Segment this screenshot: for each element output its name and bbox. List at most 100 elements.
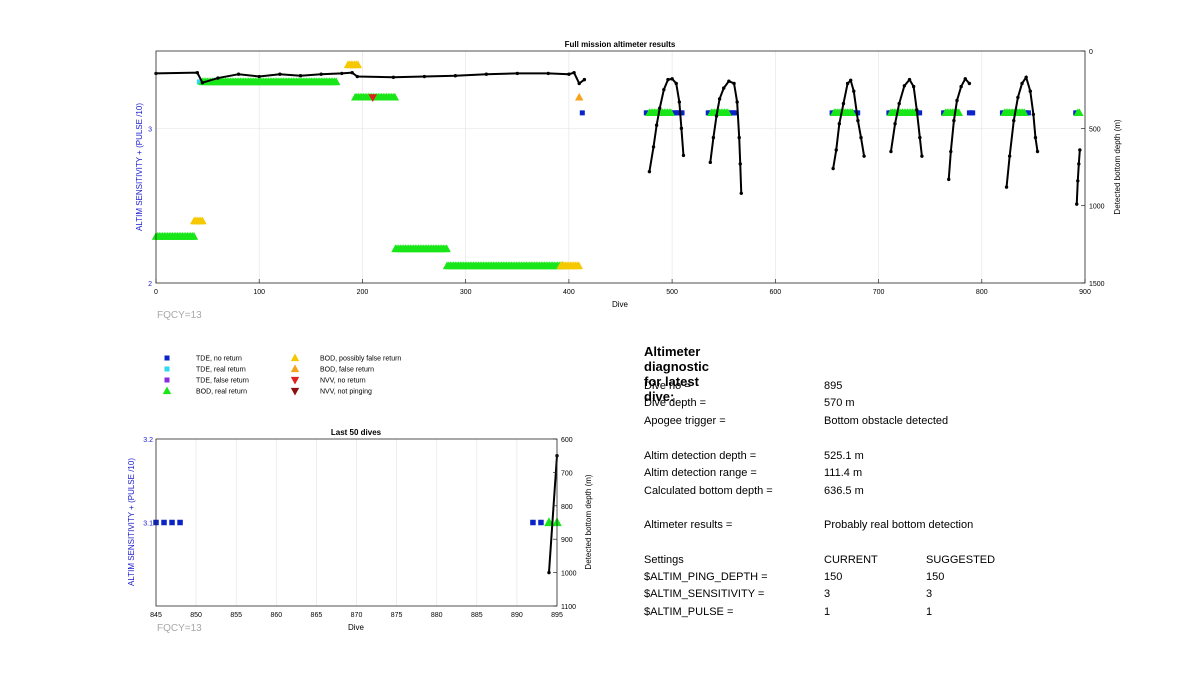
legend-tde-false-return-marker xyxy=(164,377,170,383)
ping-depth-label: $ALTIM_PING_DEPTH = xyxy=(644,571,768,583)
legend-nvv-no-return-marker xyxy=(290,376,300,385)
detected-bottom-depth-point xyxy=(1076,179,1080,183)
main-chart-fqcy-note: FQCY=13 xyxy=(157,310,202,321)
main-chart-ylabel-left: ALTIM SENSITIVITY + (PULSE /10) xyxy=(135,103,144,231)
tde-no-return-marker xyxy=(1025,110,1031,116)
small-chart-grid xyxy=(155,439,558,606)
detected-bottom-depth-point xyxy=(278,72,282,76)
tde-no-return-marker xyxy=(161,519,167,526)
detected-bottom-depth-point xyxy=(195,70,199,75)
small-y-right-tick-label: 1000 xyxy=(561,571,577,578)
main-chart-frame xyxy=(155,50,1086,284)
small-y-right-tick-label: 700 xyxy=(561,470,573,477)
apogee-trigger-value: Bottom obstacle detected xyxy=(824,415,949,427)
detected-bottom-depth-point xyxy=(236,72,241,76)
detected-bottom-depth-point xyxy=(907,77,912,82)
small-chart-ylabel-right: Detected bottom depth (m) xyxy=(584,474,593,569)
small-chart-xlabel: Dive xyxy=(348,623,365,632)
detected-bottom-depth-point xyxy=(572,70,576,75)
legend: TDE, no return TDE, real return TDE, false… xyxy=(162,353,401,396)
altim-detection-range-value: 111.4 m xyxy=(824,467,863,479)
detected-bottom-depth-point xyxy=(577,81,581,86)
nvv-no-return-marker xyxy=(368,94,377,102)
detected-bottom-depth-point xyxy=(200,81,205,85)
detected-bottom-depth-point xyxy=(654,123,659,127)
legend-bod-possibly-false-return-label: BOD, possibly false return xyxy=(320,356,401,363)
small-x-tick-label: 890 xyxy=(511,612,523,619)
detected-bottom-depth-point xyxy=(1033,135,1038,140)
detected-bottom-depth-point xyxy=(515,71,519,76)
main-chart-title: Full mission altimeter results xyxy=(565,40,676,49)
main-x-tick-label: 600 xyxy=(769,289,781,296)
apogee-trigger-label: Apogee trigger = xyxy=(644,415,726,427)
dive-depth-value: 570 m xyxy=(824,397,855,409)
sensitivity-suggested: 3 xyxy=(926,588,933,600)
main-y-left-tick-label: 3 xyxy=(148,126,152,133)
dive-depth-label: Dive depth = xyxy=(644,397,707,409)
small-y-right-tick-label: 900 xyxy=(561,537,573,544)
small-x-tick-label: 875 xyxy=(391,612,403,619)
tde-no-return-marker xyxy=(579,110,585,116)
detected-bottom-depth-point xyxy=(859,135,863,140)
detected-bottom-depth-point xyxy=(670,77,674,81)
detected-bottom-depth-point xyxy=(662,87,666,92)
tde-no-return-marker xyxy=(917,110,923,116)
bod-real-return-marker xyxy=(909,108,919,117)
altim-detection-depth-label: Altim detection depth = xyxy=(644,450,757,462)
detected-bottom-depth-point xyxy=(727,79,731,83)
main-chart-marks xyxy=(151,60,1084,270)
detected-bottom-depth-point xyxy=(856,118,860,123)
small-chart-frame xyxy=(155,438,558,607)
bod-possibly-false-return-marker xyxy=(198,216,207,225)
detected-bottom-depth-point xyxy=(915,108,919,112)
pulse-current: 1 xyxy=(824,606,831,618)
small-chart-ylabel-left: ALTIM SENSITIVITY + (PULSE /10) xyxy=(127,458,136,586)
detected-bottom-depth-point xyxy=(547,570,551,575)
main-y-left-tick-label: 2 xyxy=(148,281,152,288)
diagnostic-title: Altimeter diagnostic for latest dive: xyxy=(644,344,710,404)
detected-bottom-depth-point xyxy=(967,81,972,86)
legend-tde-no-return-label: TDE, no return xyxy=(196,356,242,363)
detected-bottom-depth-line xyxy=(1075,149,1081,205)
main-chart-xlabel: Dive xyxy=(612,300,629,309)
small-chart-ticks: 845 850 855 860 865 870 875 880 885 890 895 3.1 3.2 6… xyxy=(143,437,576,619)
tde-no-return-marker xyxy=(530,519,536,526)
detected-bottom-depth-line xyxy=(547,455,558,573)
main-x-tick-label: 300 xyxy=(460,289,472,296)
bod-possibly-false-return-marker xyxy=(353,60,363,69)
detected-bottom-depth-point xyxy=(1077,162,1081,166)
detected-bottom-depth-point xyxy=(674,81,678,86)
bod-real-return-marker xyxy=(666,108,676,117)
detected-bottom-depth-point xyxy=(911,84,916,89)
detected-bottom-depth-line xyxy=(832,78,866,169)
calculated-bottom-depth-value: 636.5 m xyxy=(824,485,864,497)
small-chart-marks xyxy=(153,454,562,575)
legend-nvv-not-pinging-label: NVV, not pinging xyxy=(320,389,372,396)
bod-false-return-marker xyxy=(575,92,584,101)
main-y-right-tick-label: 0 xyxy=(1089,49,1093,56)
detected-bottom-depth-point xyxy=(834,148,838,152)
detected-bottom-depth-point xyxy=(666,77,670,82)
bod-real-return-marker xyxy=(1020,108,1029,117)
detected-bottom-depth-point xyxy=(298,74,303,78)
detected-bottom-depth-point xyxy=(1028,89,1032,93)
detected-bottom-depth-point xyxy=(257,74,261,79)
tde-no-return-marker xyxy=(679,110,685,116)
detected-bottom-depth-point xyxy=(350,70,354,75)
legend-tde-real-return-label: TDE, real return xyxy=(196,367,246,374)
detected-bottom-depth-point xyxy=(484,72,489,76)
tde-no-return-marker xyxy=(970,110,976,116)
detected-bottom-depth-point xyxy=(1035,149,1040,154)
detected-bottom-depth-point xyxy=(647,169,652,174)
main-y-right-tick-label: 1000 xyxy=(1089,204,1105,211)
detected-bottom-depth-point xyxy=(708,160,713,165)
legend-bod-false-return-label: BOD, false return xyxy=(320,367,374,374)
detected-bottom-depth-point xyxy=(679,126,684,131)
main-y-right-tick-label: 1500 xyxy=(1089,281,1105,288)
detected-bottom-depth-point xyxy=(1020,81,1024,86)
detected-bottom-depth-point xyxy=(1078,148,1082,152)
legend-bod-real-return-label: BOD, real return xyxy=(196,389,247,396)
main-x-tick-label: 800 xyxy=(976,289,988,296)
detected-bottom-depth-point xyxy=(1007,154,1012,158)
